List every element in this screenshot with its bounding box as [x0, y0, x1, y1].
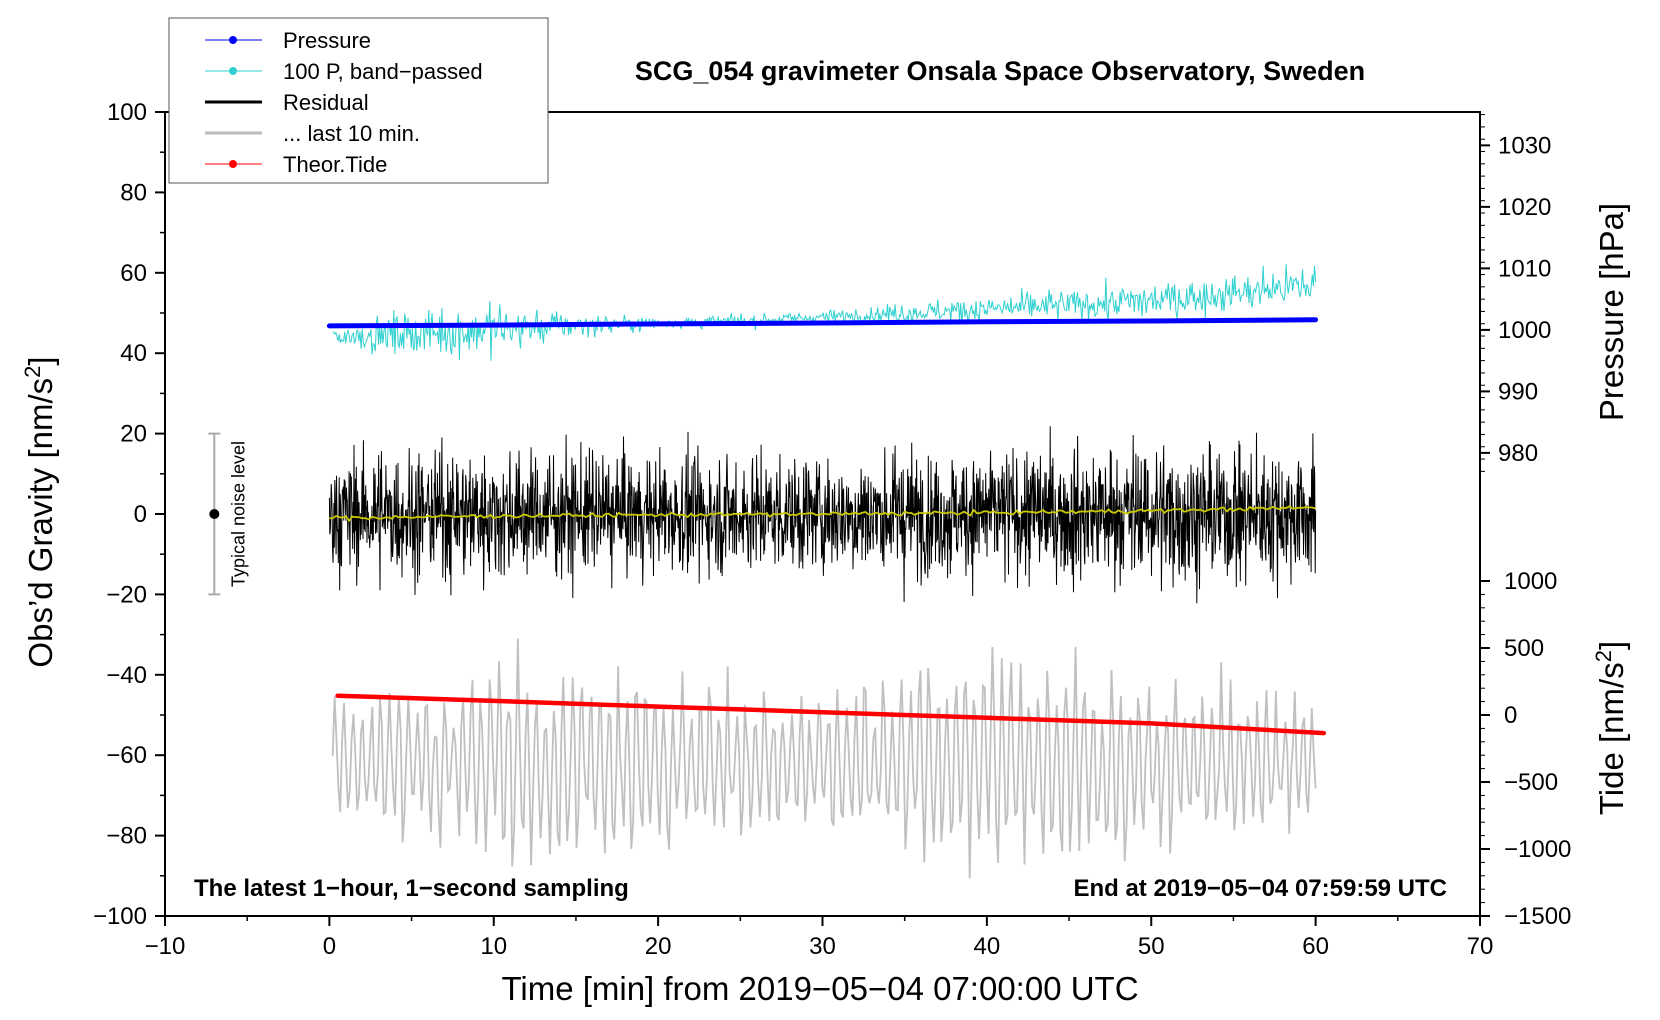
y-axis-title-left: Obs’d Gravity [nm/s2]	[20, 356, 59, 667]
pressure-tick-label: 1020	[1498, 194, 1551, 221]
tide-tick-label: −500	[1504, 769, 1558, 796]
x-tick-label: 70	[1467, 933, 1494, 960]
series-theor-tide-line	[335, 693, 1327, 736]
chart-title: SCG_054 gravimeter Onsala Space Observat…	[635, 56, 1365, 86]
series-band-passed-line	[332, 264, 1317, 361]
noise-bar-center-dot	[209, 509, 220, 519]
legend-marker	[229, 160, 237, 168]
y-tick-label: −60	[106, 742, 147, 769]
series-running-mean-line	[329, 505, 1316, 523]
y-axis-title-tide-sup: 2	[1591, 650, 1616, 662]
y-axis-title-pressure: Pressure [hPa]	[1593, 203, 1630, 421]
axes: −10 0 10 20 30 40 50 60 70−100−80−60−40−20020406…	[93, 99, 1571, 960]
annotation-sampling: The latest 1−hour, 1−second sampling	[194, 875, 629, 902]
tide-tick-label: 1000	[1504, 568, 1557, 595]
y-tick-label: −80	[106, 823, 147, 850]
tide-tick-label: −1000	[1504, 836, 1571, 863]
pressure-tick-label: 990	[1498, 378, 1538, 405]
pressure-tick-label: 980	[1498, 440, 1538, 467]
series-pressure-line	[326, 317, 1319, 329]
legend-label: ... last 10 min.	[283, 121, 420, 146]
series-residual-line	[328, 426, 1317, 604]
pressure-tick-label: 1010	[1498, 255, 1551, 282]
x-tick-label: 10	[480, 933, 507, 960]
x-tick-label: 60	[1302, 933, 1329, 960]
y-tick-label: 40	[120, 340, 147, 367]
x-tick-label: −10	[145, 933, 186, 960]
noise-level-indicator: Typical noise level	[208, 432, 248, 596]
noise-bar-label: Typical noise level	[228, 441, 248, 587]
legend-label: Residual	[283, 90, 369, 115]
legend-label: Pressure	[283, 28, 371, 53]
legend-marker	[229, 36, 237, 44]
annotation-end-time: End at 2019−05−04 07:59:59 UTC	[1073, 875, 1447, 902]
y-tick-label: 0	[134, 501, 147, 528]
tide-tick-label: 0	[1504, 702, 1517, 729]
legend-label: 100 P, band−passed	[283, 59, 483, 84]
pressure-tick-label: 1030	[1498, 132, 1551, 159]
y-axis-title-tide-main: Tide [nm/s	[1593, 662, 1630, 815]
y-tick-label: 100	[107, 99, 147, 126]
x-axis-title: Time [min] from 2019−05−04 07:00:00 UTC	[501, 970, 1138, 1007]
x-tick-label: 20	[645, 933, 672, 960]
y-axis-title-tide-tail: ]	[1593, 641, 1630, 650]
y-axis-title-left-tail: ]	[22, 356, 59, 365]
y-tick-label: 80	[120, 179, 147, 206]
legend-marker	[229, 67, 237, 75]
y-axis-title-left-sup: 2	[20, 366, 45, 378]
series-last-10-min-line	[331, 638, 1317, 879]
data-series	[326, 264, 1327, 879]
y-tick-label: −100	[93, 903, 147, 930]
tide-tick-label: −1500	[1504, 903, 1571, 930]
legend: Pressure 100 P, band−passed Residual ... la…	[168, 17, 549, 184]
y-axis-title-left-main: Obs’d Gravity [nm/s	[22, 378, 59, 668]
x-tick-label: 50	[1138, 933, 1165, 960]
x-tick-label: 30	[809, 933, 836, 960]
y-tick-label: −20	[106, 581, 147, 608]
x-tick-label: 0	[323, 933, 336, 960]
y-axis-title-tide: Tide [nm/s2]	[1591, 641, 1630, 815]
tide-tick-label: 500	[1504, 635, 1544, 662]
y-tick-label: 20	[120, 421, 147, 448]
pressure-tick-label: 1000	[1498, 317, 1551, 344]
legend-label: Theor.Tide	[283, 152, 387, 177]
y-tick-label: 60	[120, 260, 147, 287]
y-tick-label: −40	[106, 662, 147, 689]
x-tick-label: 40	[974, 933, 1001, 960]
